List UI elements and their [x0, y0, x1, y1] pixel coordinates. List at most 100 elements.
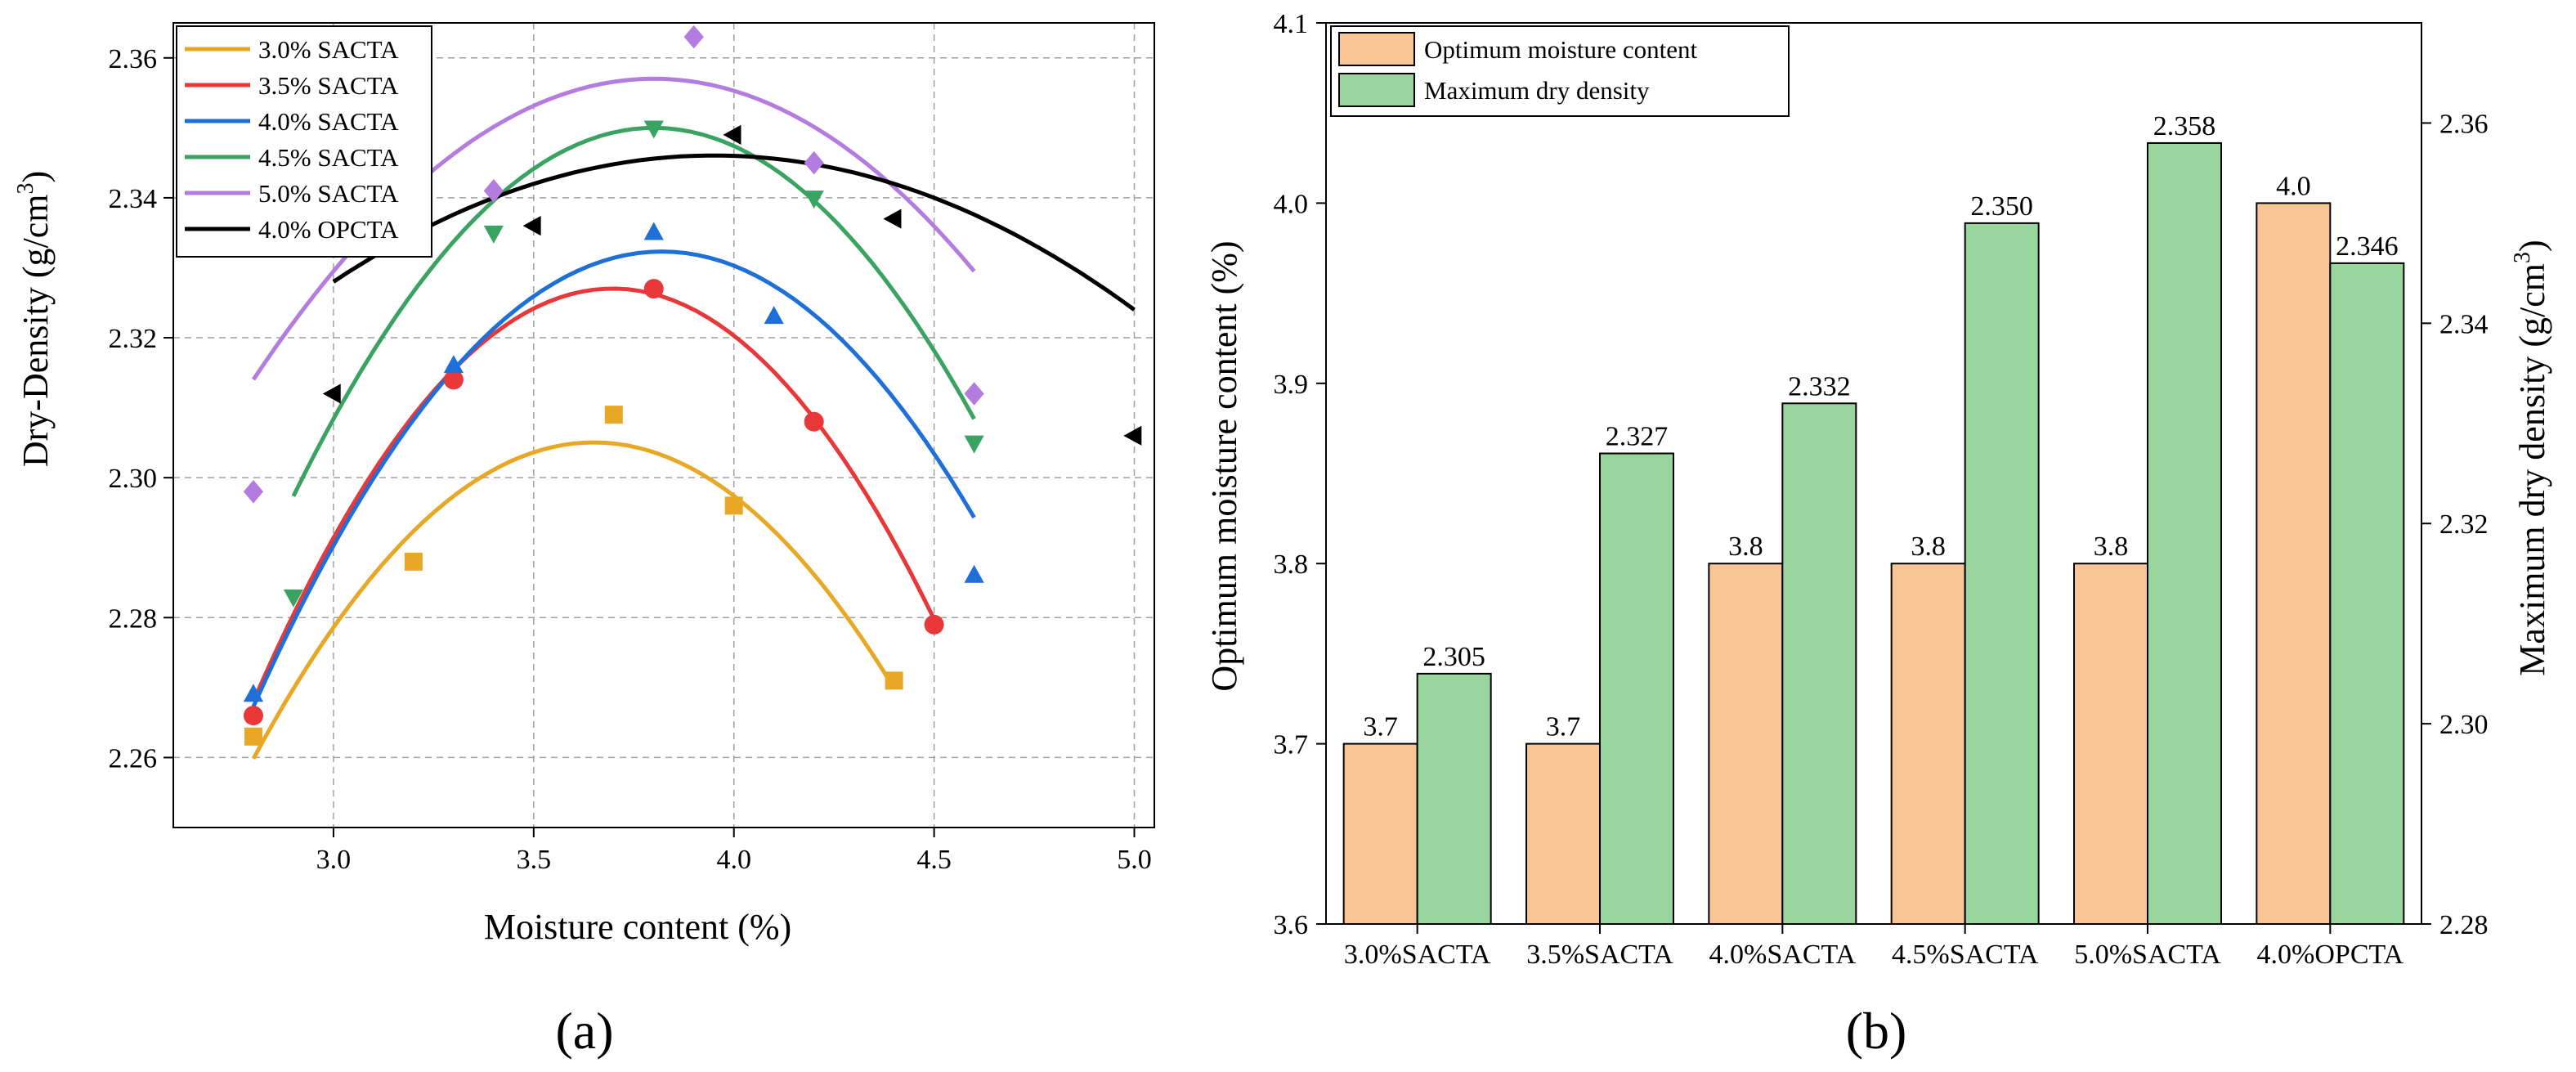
panel-b-x-tick-label: 5.0%SACTA [2074, 940, 2221, 970]
panel-a-y-tick-label: 2.26 [109, 743, 158, 774]
panel-b-right-tick-label: 2.32 [2439, 509, 2489, 540]
panel-b-right-tick-label: 2.28 [2439, 910, 2489, 940]
panel-a-data-point [683, 25, 704, 49]
panel-a-x-axis-label: Moisture content (%) [484, 907, 791, 947]
panel-a-data-point [964, 564, 984, 583]
panel-a-data-point [404, 552, 423, 571]
panel-a-y-tick-label: 2.28 [109, 603, 158, 634]
panel-b-bar [1342, 742, 1418, 925]
panel-a-legend-label: 3.5% SACTA [258, 71, 399, 100]
panel-a-y-axis-label: Dry-Density (g/cm3) [13, 171, 56, 467]
panel-a-legend-label: 4.5% SACTA [258, 143, 399, 172]
panel-b-left-tick-label: 3.9 [1274, 370, 1309, 400]
panel-a-plot-frame [172, 22, 1155, 828]
panel-b-left-tick-label: 3.6 [1274, 910, 1309, 940]
panel-a-y-ticks: 2.26 2.28 2.30 2.32 2.34 2.36 [109, 44, 173, 774]
panel-b-right-y-axis-label-close: ) [2512, 240, 2552, 252]
panel-b-bar [1708, 563, 1784, 925]
panel-a-legend-label: 4.0% SACTA [258, 107, 399, 136]
panel-a-legend-label: 3.0% SACTA [258, 35, 399, 64]
panel-b-bar-value-label: 2.350 [1970, 191, 2033, 222]
panel-b-bar [1781, 402, 1857, 925]
panel-a-data-point [804, 191, 824, 209]
panel-a-data-point [522, 216, 541, 236]
panel-a-legend-box [176, 25, 432, 258]
panel-a-data-point [764, 306, 784, 325]
panel-b-legend-swatch [1338, 73, 1415, 107]
panel-a-fit-curve [332, 153, 1136, 312]
panel-b-right-y-axis-label-sup: 3 [2510, 252, 2535, 263]
panel-b-legend: Optimum moisture content Maximum dry dens… [1330, 25, 1790, 117]
panel-b-x-tick-label: 4.0%OPCTA [2257, 940, 2404, 970]
panel-a-data-point [283, 589, 304, 608]
panel-a-y-tick-label: 2.36 [109, 44, 158, 74]
panel-a-data-point [964, 382, 984, 406]
panel-a-data-point [964, 435, 984, 454]
panel-b-plot-frame [1325, 22, 2422, 925]
panel-a-data-point [604, 406, 623, 424]
panel-a-data-point [643, 120, 664, 139]
panel-b-x-tick-label: 4.5%SACTA [1892, 940, 2039, 970]
panel-b-x-tick-label: 4.0%SACTA [1709, 940, 1857, 970]
panel-b-bar [1599, 452, 1674, 925]
panel-b-left-y-ticks: 3.6 3.7 3.8 3.9 4.0 4.1 [1274, 9, 1326, 940]
panel-b-label: (b) [1846, 1002, 1907, 1060]
panel-b-bar [2147, 141, 2222, 925]
panel-a-x-tick-label: 4.5 [916, 845, 952, 875]
panel-b-bar [1416, 672, 1492, 926]
panel-b-right-tick-label: 2.34 [2439, 309, 2489, 339]
panel-b-left-tick-label: 3.7 [1274, 730, 1309, 760]
panel-a-fit-curve [251, 440, 896, 760]
panel-a-fit-curve [291, 125, 976, 497]
panel-b-bar-value-label: 3.8 [2094, 532, 2129, 562]
panel-b-bar-value-label: 2.358 [2153, 111, 2216, 141]
panel-b-bar-value-label: 2.332 [1788, 371, 1851, 401]
panel-a-data-point [322, 383, 341, 404]
panel-a-y-tick-label: 2.34 [109, 184, 158, 214]
panel-b-bar [2329, 262, 2405, 926]
panel-a-x-tick-label: 5.0 [1117, 845, 1152, 875]
panel-a-x-tick-label: 3.0 [316, 845, 352, 875]
panel-b-bar-chart: 3.7 2.305 3.7 2.327 3.8 2.332 3.8 2.350 3.8 2.358… [1204, 9, 2552, 1060]
panel-b-bar-value-label: 2.346 [2336, 231, 2399, 262]
panel-b-bar [2256, 202, 2332, 925]
panel-b-left-tick-label: 4.1 [1274, 9, 1309, 39]
panel-a-data-point [1123, 425, 1142, 446]
panel-b-left-tick-label: 3.8 [1274, 549, 1309, 580]
panel-b-bar-value-label: 3.7 [1363, 712, 1398, 742]
panel-a-data-point [483, 225, 504, 244]
panel-b-bar-value-label: 4.0 [2276, 171, 2311, 201]
panel-b-x-tick-label: 3.0%SACTA [1344, 940, 1491, 970]
panel-a-data-point [243, 684, 264, 702]
panel-a-data-point [244, 727, 262, 746]
panel-b-bar [1890, 563, 1966, 925]
panel-a-data-point [243, 706, 263, 726]
panel-a-y-axis-label-close: ) [16, 171, 56, 183]
panel-a-data-point [643, 222, 664, 240]
panel-b-bar-value-label: 3.8 [1911, 532, 1946, 562]
panel-b-bar-value-label: 3.8 [1728, 532, 1763, 562]
panel-b-right-y-axis-label: Maximum dry density (g/cm3) [2510, 240, 2552, 675]
panel-b-bar-value-label: 3.7 [1546, 712, 1581, 742]
panel-a-data-point [924, 614, 944, 635]
panel-a-y-tick-label: 2.32 [109, 324, 158, 354]
panel-a-line-chart: 3.0 3.5 4.0 4.5 5.0 2.26 2.28 2.30 2.32 2.34 2.36… [13, 22, 1155, 1060]
panel-a-x-tick-label: 3.5 [517, 845, 552, 875]
panel-b-right-tick-label: 2.36 [2439, 109, 2489, 139]
panel-b-left-tick-label: 4.0 [1274, 189, 1309, 219]
panel-a-fit-curve [251, 286, 936, 702]
panel-a-legend-label: 5.0% SACTA [258, 179, 399, 208]
panel-b-x-ticks: 3.0%SACTA 3.5%SACTA 4.0%SACTA 4.5%SACTA 5.0%… [1344, 924, 2404, 970]
panel-a-label: (a) [555, 1002, 613, 1060]
panel-b-bar [1964, 222, 2040, 925]
panel-b-left-y-axis-label: Optimum moisture content (%) [1204, 240, 1244, 691]
panel-a-data-point [724, 496, 743, 515]
panel-a-data-point [723, 124, 741, 146]
panel-b-legend-label: Maximum dry density [1424, 76, 1650, 105]
panel-a-x-tick-label: 4.0 [716, 845, 751, 875]
panel-b-bars [1342, 141, 2405, 926]
panel-a-data-point [243, 479, 264, 504]
panel-b-legend-label: Optimum moisture content [1424, 35, 1697, 64]
panel-a-fit-curve [251, 249, 976, 708]
